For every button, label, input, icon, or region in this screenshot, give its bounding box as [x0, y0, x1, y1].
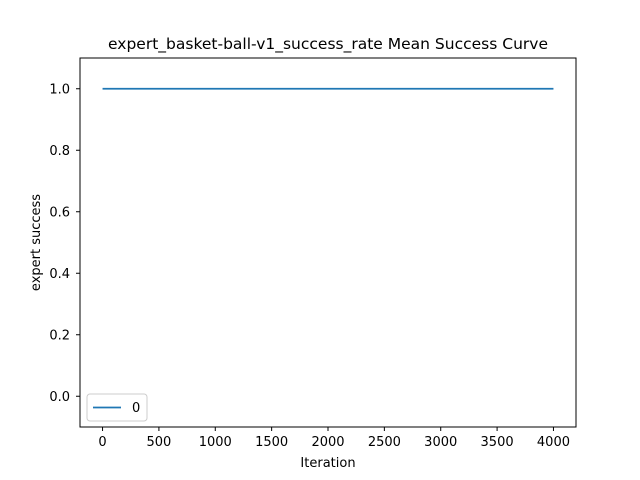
y-tick-label: 1.0	[49, 82, 70, 97]
x-axis-label: Iteration	[300, 456, 355, 471]
x-tick-label: 500	[146, 435, 171, 450]
legend-label: 0	[132, 401, 140, 416]
y-tick-label: 0.2	[49, 328, 70, 343]
x-tick-label: 0	[98, 435, 106, 450]
y-axis-label: expert success	[29, 194, 44, 291]
x-tick-label: 1000	[199, 435, 232, 450]
x-tick-label: 3000	[424, 435, 457, 450]
x-tick-label: 3500	[481, 435, 514, 450]
x-tick-label: 2500	[368, 435, 401, 450]
x-tick-label: 4000	[537, 435, 570, 450]
x-axis-ticks: 0 500 1000 1500 2000 2500 3000 3500 4000	[98, 427, 570, 450]
x-tick-label: 2000	[311, 435, 344, 450]
y-tick-label: 0.6	[49, 205, 70, 220]
y-tick-label: 0.4	[49, 267, 70, 282]
y-axis-ticks: 0.0 0.2 0.4 0.6 0.8 1.0	[49, 82, 80, 405]
legend: 0	[86, 393, 148, 422]
chart-title: expert_basket-ball-v1_success_rate Mean …	[108, 35, 548, 54]
y-tick-label: 0.8	[49, 144, 70, 159]
y-tick-label: 0.0	[49, 390, 70, 405]
x-tick-label: 1500	[255, 435, 288, 450]
